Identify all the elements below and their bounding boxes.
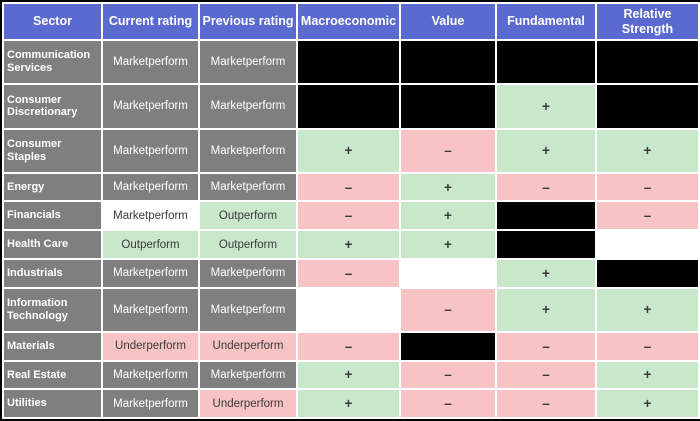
table-row: Communication Services Marketperform Marke…: [2, 38, 700, 86]
relative-strength-signal-cell: +: [595, 359, 700, 391]
macroeconomic-signal-cell: [296, 286, 401, 333]
current-rating-cell: Marketperform: [101, 127, 200, 174]
previous-rating-cell: Marketperform: [198, 38, 298, 86]
previous-rating-cell: Outperform: [198, 229, 298, 260]
col-header-value: Value: [399, 2, 497, 41]
current-rating-cell: Marketperform: [101, 200, 200, 232]
current-rating-cell: Marketperform: [101, 83, 200, 130]
current-rating-cell: Marketperform: [101, 359, 200, 391]
table-row: Utilities Marketperform Underperform + – – +: [2, 388, 700, 419]
relative-strength-signal-cell: +: [595, 388, 700, 419]
fundamental-signal-cell: –: [495, 330, 597, 362]
previous-rating-cell: Marketperform: [198, 83, 298, 130]
macroeconomic-signal-cell: +: [296, 229, 401, 260]
relative-strength-signal-cell: –: [595, 171, 700, 203]
fundamental-signal-cell: –: [495, 388, 597, 419]
value-signal-cell: +: [399, 171, 497, 203]
value-signal-cell: [399, 330, 497, 362]
previous-rating-cell: Outperform: [198, 200, 298, 232]
table-row: Real Estate Marketperform Marketperform + – –…: [2, 359, 700, 391]
fundamental-signal-cell: [495, 38, 597, 86]
macroeconomic-signal-cell: –: [296, 257, 401, 289]
current-rating-cell: Marketperform: [101, 38, 200, 86]
previous-rating-cell: Underperform: [198, 388, 298, 419]
relative-strength-signal-cell: [595, 257, 700, 289]
col-header-relative-strength: Relative Strength: [595, 2, 700, 41]
fundamental-signal-cell: –: [495, 171, 597, 203]
value-signal-cell: +: [399, 229, 497, 260]
fundamental-signal-cell: +: [495, 257, 597, 289]
previous-rating-cell: Marketperform: [198, 286, 298, 333]
relative-strength-signal-cell: –: [595, 200, 700, 232]
fundamental-signal-cell: +: [495, 127, 597, 174]
value-signal-cell: [399, 38, 497, 86]
table-row: Industrials Marketperform Marketperform – +: [2, 257, 700, 289]
table-body: Communication Services Marketperform Marke…: [2, 38, 700, 419]
col-header-fundamental: Fundamental: [495, 2, 597, 41]
value-signal-cell: –: [399, 286, 497, 333]
col-header-previous-rating: Previous rating: [198, 2, 298, 41]
relative-strength-signal-cell: [595, 38, 700, 86]
current-rating-cell: Marketperform: [101, 171, 200, 203]
value-signal-cell: –: [399, 359, 497, 391]
macroeconomic-signal-cell: –: [296, 200, 401, 232]
relative-strength-signal-cell: [595, 83, 700, 130]
sector-cell: Health Care: [2, 229, 103, 260]
table-row: Financials Marketperform Outperform – + –: [2, 200, 700, 232]
table-row: Energy Marketperform Marketperform – + – –: [2, 171, 700, 203]
sector-cell: Industrials: [2, 257, 103, 289]
previous-rating-cell: Marketperform: [198, 257, 298, 289]
previous-rating-cell: Marketperform: [198, 359, 298, 391]
macroeconomic-signal-cell: [296, 83, 401, 130]
table-row: Health Care Outperform Outperform + +: [2, 229, 700, 260]
fundamental-signal-cell: [495, 229, 597, 260]
relative-strength-signal-cell: +: [595, 286, 700, 333]
value-signal-cell: [399, 257, 497, 289]
relative-strength-signal-cell: –: [595, 330, 700, 362]
fundamental-signal-cell: [495, 200, 597, 232]
sector-cell: Information Technology: [2, 286, 103, 333]
col-header-macroeconomic: Macroeconomic: [296, 2, 401, 41]
current-rating-cell: Marketperform: [101, 257, 200, 289]
sector-cell: Energy: [2, 171, 103, 203]
macroeconomic-signal-cell: –: [296, 171, 401, 203]
sector-cell: Consumer Staples: [2, 127, 103, 174]
current-rating-cell: Outperform: [101, 229, 200, 260]
relative-strength-signal-cell: +: [595, 127, 700, 174]
sector-cell: Utilities: [2, 388, 103, 419]
value-signal-cell: +: [399, 200, 497, 232]
previous-rating-cell: Marketperform: [198, 171, 298, 203]
macroeconomic-signal-cell: +: [296, 127, 401, 174]
col-header-sector: Sector: [2, 2, 103, 41]
sector-cell: Materials: [2, 330, 103, 362]
macroeconomic-signal-cell: +: [296, 388, 401, 419]
macroeconomic-signal-cell: +: [296, 359, 401, 391]
table-row: Materials Underperform Underperform – – –: [2, 330, 700, 362]
fundamental-signal-cell: –: [495, 359, 597, 391]
macroeconomic-signal-cell: –: [296, 330, 401, 362]
col-header-current-rating: Current rating: [101, 2, 200, 41]
fundamental-signal-cell: +: [495, 83, 597, 130]
table-row: Information Technology Marketperform Marke…: [2, 286, 700, 333]
current-rating-cell: Underperform: [101, 330, 200, 362]
current-rating-cell: Marketperform: [101, 388, 200, 419]
sector-cell: Communication Services: [2, 38, 103, 86]
sector-cell: Consumer Discretionary: [2, 83, 103, 130]
sector-cell: Financials: [2, 200, 103, 232]
value-signal-cell: [399, 83, 497, 130]
value-signal-cell: –: [399, 388, 497, 419]
current-rating-cell: Marketperform: [101, 286, 200, 333]
sector-cell: Real Estate: [2, 359, 103, 391]
relative-strength-signal-cell: [595, 229, 700, 260]
value-signal-cell: –: [399, 127, 497, 174]
previous-rating-cell: Underperform: [198, 330, 298, 362]
macroeconomic-signal-cell: [296, 38, 401, 86]
table-row: Consumer Staples Marketperform Marketperfo…: [2, 127, 700, 174]
fundamental-signal-cell: +: [495, 286, 597, 333]
table-row: Consumer Discretionary Marketperform Marke…: [2, 83, 700, 130]
previous-rating-cell: Marketperform: [198, 127, 298, 174]
header-row: Sector Current rating Previous rating Ma…: [2, 2, 700, 41]
